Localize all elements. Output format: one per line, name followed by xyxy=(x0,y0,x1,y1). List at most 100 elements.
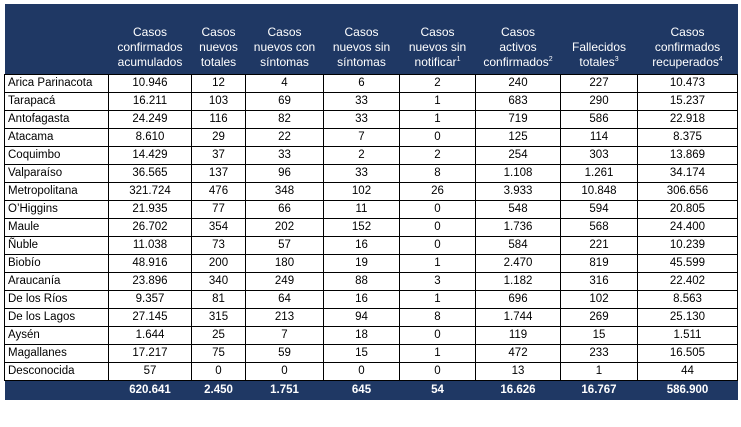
value-cell: 1.736 xyxy=(475,218,561,237)
value-cell: 1 xyxy=(399,344,476,363)
value-cell: 7 xyxy=(323,128,400,147)
value-cell: 568 xyxy=(560,218,638,237)
value-cell: 10.946 xyxy=(108,74,192,93)
value-cell: 9.357 xyxy=(108,290,192,309)
value-cell: 2 xyxy=(323,146,400,165)
total-cell: 620.641 xyxy=(108,380,192,400)
value-cell: 1 xyxy=(399,254,476,273)
total-cell: 16.626 xyxy=(475,380,561,400)
value-cell: 102 xyxy=(560,290,638,309)
value-cell: 6 xyxy=(323,74,400,93)
value-cell: 33 xyxy=(323,92,400,111)
value-cell: 119 xyxy=(475,326,561,345)
region-cell: O’Higgins xyxy=(4,200,109,219)
value-cell: 45.599 xyxy=(637,254,738,273)
value-cell: 4 xyxy=(245,74,324,93)
table-row: Aysén 1.644 25 7 18 0 119 15 1.511 xyxy=(4,326,738,345)
value-cell: 2 xyxy=(399,146,476,165)
value-cell: 103 xyxy=(191,92,246,111)
value-cell: 1.261 xyxy=(560,164,638,183)
table-row: Antofagasta 24.249 116 82 33 1 719 586 22.918 xyxy=(4,110,738,129)
table-row: Arica Parinacota 10.946 12 4 6 2 240 227 10.473 xyxy=(4,74,738,93)
value-cell: 8.610 xyxy=(108,128,192,147)
value-cell: 15 xyxy=(560,326,638,345)
region-cell: De los Ríos xyxy=(4,290,109,309)
value-cell: 683 xyxy=(475,92,561,111)
value-cell: 20.805 xyxy=(637,200,738,219)
value-cell: 96 xyxy=(245,164,324,183)
value-cell: 48.916 xyxy=(108,254,192,273)
value-cell: 125 xyxy=(475,128,561,147)
footnote-marker: 1 xyxy=(456,56,461,63)
column-header-line: síntomas xyxy=(337,55,386,69)
value-cell: 33 xyxy=(323,164,400,183)
region-cell: Desconocida xyxy=(4,362,109,381)
table-row: De los Lagos 27.145 315 213 94 8 1.744 269 25.13… xyxy=(4,308,738,327)
value-cell: 11.038 xyxy=(108,236,192,255)
column-header-line: nuevos sin xyxy=(332,40,391,54)
column-header-line: recuperados xyxy=(652,55,719,69)
value-cell: 584 xyxy=(475,236,561,255)
value-cell: 269 xyxy=(560,308,638,327)
table-body: Arica Parinacota 10.946 12 4 6 2 240 227 10.473 T… xyxy=(4,74,738,381)
value-cell: 81 xyxy=(191,290,246,309)
value-cell: 33 xyxy=(323,110,400,129)
value-cell: 13 xyxy=(475,362,561,381)
value-cell: 3 xyxy=(399,272,476,291)
value-cell: 200 xyxy=(191,254,246,273)
value-cell: 2 xyxy=(399,74,476,93)
value-cell: 25.130 xyxy=(637,308,738,327)
region-cell: Atacama xyxy=(4,128,109,147)
value-cell: 137 xyxy=(191,164,246,183)
header-corner-cell xyxy=(4,4,109,75)
value-cell: 180 xyxy=(245,254,324,273)
value-cell: 18 xyxy=(323,326,400,345)
value-cell: 221 xyxy=(560,236,638,255)
value-cell: 1 xyxy=(560,362,638,381)
value-cell: 548 xyxy=(475,200,561,219)
value-cell: 10.848 xyxy=(560,182,638,201)
value-cell: 64 xyxy=(245,290,324,309)
value-cell: 213 xyxy=(245,308,324,327)
value-cell: 8.375 xyxy=(637,128,738,147)
value-cell: 36.565 xyxy=(108,164,192,183)
value-cell: 24.400 xyxy=(637,218,738,237)
value-cell: 37 xyxy=(191,146,246,165)
value-cell: 94 xyxy=(323,308,400,327)
value-cell: 1 xyxy=(399,110,476,129)
covid-regional-table: Casos confirmados acumulados Casos nuevos tot… xyxy=(4,4,738,400)
value-cell: 25 xyxy=(191,326,246,345)
region-cell: Tarapacá xyxy=(4,92,109,111)
value-cell: 306.656 xyxy=(637,182,738,201)
column-header-line: notificar xyxy=(414,55,457,69)
column-header: Casos nuevos totales xyxy=(191,4,246,75)
column-header-line: Casos xyxy=(344,25,379,39)
value-cell: 719 xyxy=(475,110,561,129)
value-cell: 44 xyxy=(637,362,738,381)
totals-row: 620.641 2.450 1.751 645 54 16.626 16.767 586.90… xyxy=(4,380,738,400)
region-cell: Antofagasta xyxy=(4,110,109,129)
value-cell: 8 xyxy=(399,164,476,183)
column-header: Casos nuevos sin síntomas xyxy=(323,4,400,75)
value-cell: 819 xyxy=(560,254,638,273)
value-cell: 0 xyxy=(399,236,476,255)
value-cell: 1.744 xyxy=(475,308,561,327)
value-cell: 26.702 xyxy=(108,218,192,237)
value-cell: 240 xyxy=(475,74,561,93)
table-row: Atacama 8.610 29 22 7 0 125 114 8.375 xyxy=(4,128,738,147)
value-cell: 0 xyxy=(399,128,476,147)
value-cell: 57 xyxy=(245,236,324,255)
value-cell: 1.108 xyxy=(475,164,561,183)
column-header-line: totales xyxy=(579,55,615,69)
value-cell: 26 xyxy=(399,182,476,201)
column-header-line: Casos xyxy=(500,25,535,39)
value-cell: 152 xyxy=(323,218,400,237)
region-cell: Ñuble xyxy=(4,236,109,255)
total-cell: 586.900 xyxy=(637,380,738,400)
table-row: Tarapacá 16.211 103 69 33 1 683 290 15.237 xyxy=(4,92,738,111)
table-row: Maule 26.702 354 202 152 0 1.736 568 24.400 xyxy=(4,218,738,237)
table-row: Araucanía 23.896 340 249 88 3 1.182 316 22.402 xyxy=(4,272,738,291)
value-cell: 696 xyxy=(475,290,561,309)
value-cell: 15 xyxy=(323,344,400,363)
column-header: Casos activos confirmados2 xyxy=(475,4,561,75)
